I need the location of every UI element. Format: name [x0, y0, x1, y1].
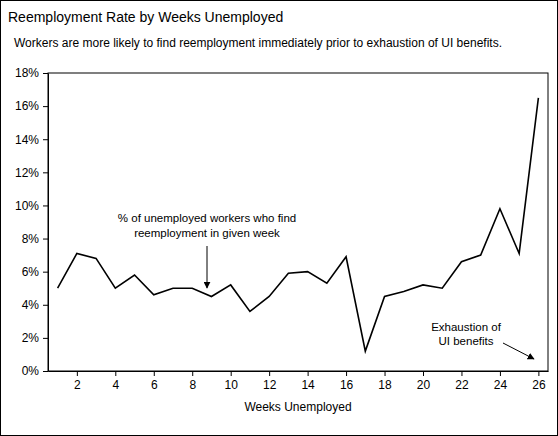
- x-tick: 4: [112, 371, 119, 392]
- x-tick: 10: [225, 371, 239, 392]
- y-tick: 14%: [15, 133, 48, 147]
- y-tick: 8%: [22, 232, 48, 246]
- y-tick-mark: [43, 139, 48, 140]
- x-axis: 2468101214161820222426: [49, 371, 549, 392]
- x-tick-mark: [231, 371, 232, 376]
- annotation-text: UI benefits: [439, 335, 494, 347]
- x-tick: 22: [455, 371, 469, 392]
- y-tick: 4%: [22, 298, 48, 312]
- x-tick: 26: [532, 371, 546, 392]
- y-tick-mark: [43, 305, 48, 306]
- x-axis-title: Weeks Unemployed: [244, 400, 351, 414]
- y-tick: 12%: [15, 166, 48, 180]
- x-tick: 8: [189, 371, 196, 392]
- x-axis-line: [49, 371, 549, 372]
- y-tick-mark: [43, 172, 48, 173]
- x-tick-label: 22: [455, 378, 469, 392]
- x-tick-mark: [154, 371, 155, 376]
- x-tick-mark: [115, 371, 116, 376]
- x-tick-label: 26: [532, 378, 546, 392]
- y-tick-label: 8%: [22, 232, 40, 246]
- y-tick-label: 14%: [15, 133, 39, 147]
- annotation-text: reemployment in given week: [134, 227, 280, 239]
- y-tick-mark: [43, 205, 48, 206]
- y-tick: 18%: [15, 66, 48, 80]
- chart-svg: Reemployment Rate by Weeks Unemployed Wor…: [0, 0, 558, 436]
- y-tick: 0%: [22, 364, 48, 378]
- x-tick-label: 16: [340, 378, 354, 392]
- x-tick-mark: [461, 371, 462, 376]
- x-tick-mark: [385, 371, 386, 376]
- x-tick-label: 4: [112, 378, 119, 392]
- y-axis-line: [48, 74, 49, 372]
- y-tick-label: 4%: [22, 298, 40, 312]
- y-tick-mark: [43, 371, 48, 372]
- y-tick-label: 6%: [22, 265, 40, 279]
- plot-area: [58, 98, 539, 351]
- x-tick-label: 8: [189, 378, 196, 392]
- y-tick-mark: [43, 272, 48, 273]
- x-tick-label: 6: [151, 378, 158, 392]
- x-tick-label: 20: [417, 378, 431, 392]
- annotation-arrow: [503, 343, 534, 359]
- x-tick-mark: [500, 371, 501, 376]
- x-tick-mark: [269, 371, 270, 376]
- x-tick-mark: [77, 371, 78, 376]
- annotation: % of unemployed workers who find reemploy…: [118, 212, 296, 288]
- x-tick-label: 18: [378, 378, 392, 392]
- x-tick: 14: [301, 371, 315, 392]
- x-tick-label: 12: [263, 378, 277, 392]
- y-tick-label: 2%: [22, 331, 40, 345]
- y-tick-label: 10%: [15, 199, 39, 213]
- x-tick-mark: [308, 371, 309, 376]
- y-tick: 2%: [22, 331, 48, 345]
- x-tick-label: 24: [494, 378, 508, 392]
- x-tick: 20: [417, 371, 431, 392]
- y-axis: 0% 2% 4% 6% 8% 10% 12% 14% 16% 18%: [15, 66, 49, 378]
- x-tick: 6: [151, 371, 158, 392]
- subtitle: Workers are more likely to find reemploy…: [14, 36, 502, 50]
- y-tick: 16%: [15, 99, 48, 113]
- annotation: Exhaustion of UI benefits: [431, 321, 534, 359]
- x-tick-label: 2: [74, 378, 81, 392]
- x-tick: 24: [494, 371, 508, 392]
- y-tick: 10%: [15, 199, 48, 213]
- y-tick-label: 16%: [15, 99, 39, 113]
- x-tick-label: 14: [301, 378, 315, 392]
- y-tick: 6%: [22, 265, 48, 279]
- data-line: [58, 98, 539, 351]
- y-tick-mark: [43, 106, 48, 107]
- chart-border: [1, 1, 558, 436]
- y-tick-mark: [43, 73, 48, 74]
- plot-frame: [48, 73, 548, 371]
- x-tick: 12: [263, 371, 277, 392]
- x-tick-mark: [192, 371, 193, 376]
- annotation-text: % of unemployed workers who find: [118, 212, 296, 224]
- x-tick-mark: [346, 371, 347, 376]
- chart-container: Reemployment Rate by Weeks Unemployed Wor…: [0, 0, 558, 436]
- y-tick-mark: [43, 239, 48, 240]
- x-tick-label: 10: [225, 378, 239, 392]
- x-tick-mark: [538, 371, 539, 376]
- x-tick: 16: [340, 371, 354, 392]
- y-tick-label: 18%: [15, 66, 39, 80]
- y-tick-label: 12%: [15, 166, 39, 180]
- x-tick-mark: [423, 371, 424, 376]
- y-tick-mark: [43, 338, 48, 339]
- x-tick: 2: [74, 371, 81, 392]
- x-tick: 18: [378, 371, 392, 392]
- annotation-text: Exhaustion of: [431, 321, 501, 333]
- annotation-arrow: [207, 246, 208, 288]
- y-tick-label: 0%: [22, 364, 40, 378]
- title: Reemployment Rate by Weeks Unemployed: [8, 9, 283, 25]
